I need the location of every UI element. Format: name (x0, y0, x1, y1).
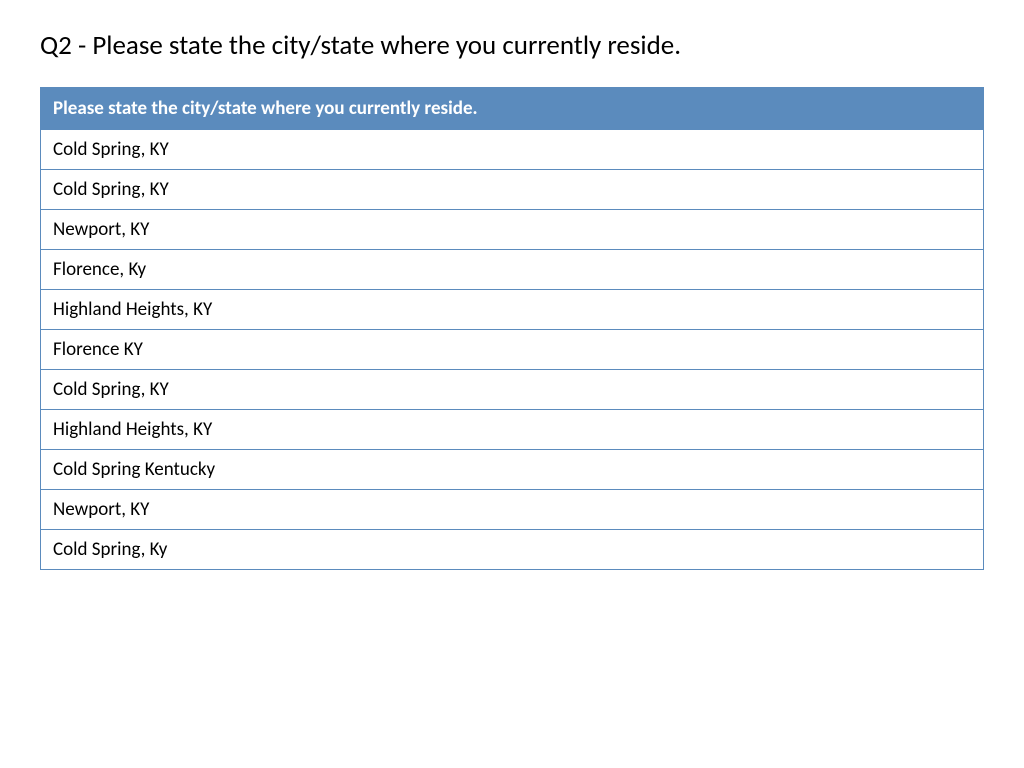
table-row: Cold Spring Kentucky (41, 450, 984, 490)
table-cell: Florence, Ky (41, 250, 984, 290)
table-row: Highland Heights, KY (41, 410, 984, 450)
table-row: Florence KY (41, 330, 984, 370)
table-header: Please state the city/state where you cu… (41, 88, 984, 130)
table-cell: Cold Spring, Ky (41, 530, 984, 570)
table-cell: Cold Spring Kentucky (41, 450, 984, 490)
table-cell: Highland Heights, KY (41, 410, 984, 450)
page-container: Q2 - Please state the city/state where y… (0, 0, 1024, 610)
table-row: Newport, KY (41, 490, 984, 530)
table-row: Highland Heights, KY (41, 290, 984, 330)
table-cell: Florence KY (41, 330, 984, 370)
table-row: Cold Spring, KY (41, 130, 984, 170)
table-row: Newport, KY (41, 210, 984, 250)
table-row: Cold Spring, Ky (41, 530, 984, 570)
table-row: Cold Spring, KY (41, 370, 984, 410)
table-cell: Highland Heights, KY (41, 290, 984, 330)
table-cell: Cold Spring, KY (41, 370, 984, 410)
table-cell: Newport, KY (41, 210, 984, 250)
table-cell: Cold Spring, KY (41, 130, 984, 170)
table-row: Florence, Ky (41, 250, 984, 290)
table-cell: Newport, KY (41, 490, 984, 530)
table-row: Cold Spring, KY (41, 170, 984, 210)
page-title: Q2 - Please state the city/state where y… (40, 28, 984, 63)
responses-table: Please state the city/state where you cu… (40, 87, 984, 570)
table-cell: Cold Spring, KY (41, 170, 984, 210)
